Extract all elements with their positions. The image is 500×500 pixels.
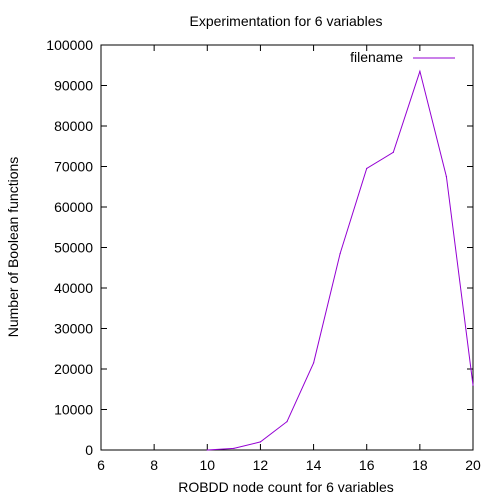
- legend: filename: [350, 49, 455, 65]
- y-tick-label: 80000: [54, 118, 93, 134]
- series-line-filename: [207, 69, 474, 451]
- x-tick-label: 12: [253, 457, 269, 473]
- y-tick-label: 40000: [54, 280, 93, 296]
- data-point: [286, 421, 288, 423]
- data-point: [472, 384, 474, 386]
- y-axis-label: Number of Boolean functions: [5, 157, 21, 338]
- data-point: [339, 252, 341, 255]
- y-tick-label: 0: [85, 442, 93, 458]
- chart-title: Experimentation for 6 variables: [190, 13, 383, 29]
- y-tick-label: 100000: [46, 37, 93, 53]
- x-tick-label: 8: [150, 457, 158, 473]
- data-point: [233, 447, 235, 449]
- y-tick-label: 50000: [54, 240, 93, 256]
- data-point: [419, 70, 421, 72]
- x-tick-label: 10: [199, 457, 215, 473]
- y-tick-label: 20000: [54, 361, 93, 377]
- x-axis-label: ROBDD node count for 6 variables: [178, 479, 394, 495]
- y-axis: 0 10000 20000 30000 40000 50000 60000 70000 8000…: [46, 37, 473, 458]
- data-point: [206, 449, 208, 451]
- x-tick-label: 14: [306, 457, 322, 473]
- x-tick-label: 20: [465, 457, 481, 473]
- legend-label-filename: filename: [350, 49, 403, 65]
- x-tick-label: 6: [97, 457, 105, 473]
- x-axis: 6 8 10 12 14 16 18 20: [97, 45, 481, 473]
- series-layer: [206, 69, 474, 451]
- y-tick-label: 70000: [54, 159, 93, 175]
- data-point: [259, 441, 262, 443]
- data-point: [312, 362, 315, 364]
- data-point: [366, 167, 368, 170]
- x-tick-label: 16: [359, 457, 375, 473]
- y-tick-label: 60000: [54, 199, 93, 215]
- y-tick-label: 10000: [54, 402, 93, 418]
- data-point: [445, 176, 448, 178]
- y-tick-label: 90000: [54, 78, 93, 94]
- plot-frame: [100, 44, 474, 451]
- x-tick-label: 18: [412, 457, 428, 473]
- data-point: [392, 151, 394, 153]
- y-tick-label: 30000: [54, 321, 93, 337]
